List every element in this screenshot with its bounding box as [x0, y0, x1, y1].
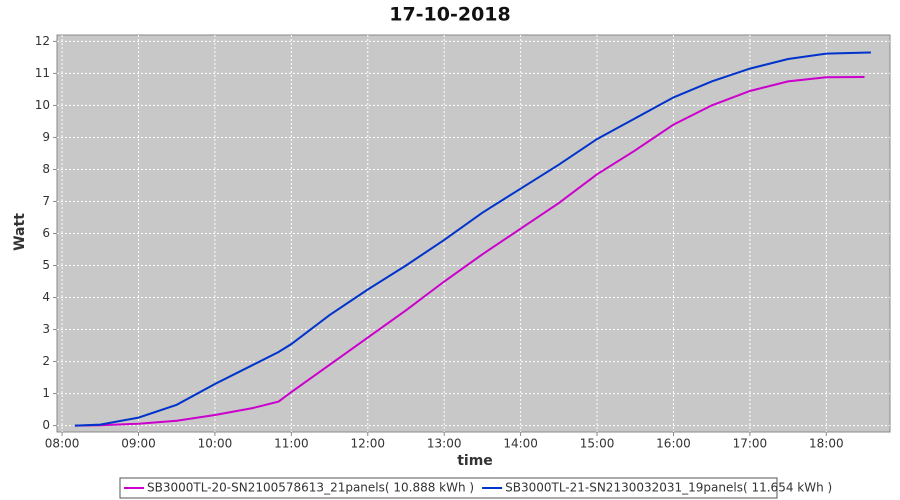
y-axis-label: Watt [12, 213, 28, 251]
x-tick-label: 09:00 [121, 437, 156, 451]
series-line [74, 51, 871, 427]
y-tick-label: 11 [35, 66, 50, 80]
y-tick-label: 6 [42, 226, 50, 240]
x-tick-label: 18:00 [809, 437, 844, 451]
x-tick-label: 14:00 [503, 437, 538, 451]
x-tick-label: 10:00 [198, 437, 233, 451]
series-line [74, 76, 865, 427]
x-axis-label: time [457, 453, 493, 469]
y-tick-label: 0 [42, 418, 50, 432]
y-tick-label: 4 [42, 290, 50, 304]
x-tick-label: 16:00 [656, 437, 691, 451]
y-tick-label: 8 [42, 162, 50, 176]
y-tick-label: 5 [42, 258, 50, 272]
y-tick-label: 7 [42, 194, 50, 208]
y-tick-label: 3 [42, 322, 50, 336]
legend-box [119, 477, 778, 499]
y-tick-label: 2 [42, 354, 50, 368]
y-tick-label: 12 [35, 34, 50, 48]
x-tick-label: 13:00 [427, 437, 462, 451]
y-tick-label: 10 [35, 98, 50, 112]
x-tick-label: 11:00 [274, 437, 309, 451]
x-tick-label: 17:00 [733, 437, 768, 451]
y-tick-label: 9 [42, 130, 50, 144]
legend-label: SB3000TL-21-SN2130032031_19panels( 11.65… [505, 481, 832, 495]
x-tick-label: 15:00 [580, 437, 615, 451]
y-tick-label: 1 [42, 386, 50, 400]
legend-label: SB3000TL-20-SN2100578613_21panels( 10.88… [147, 481, 474, 495]
chart-title: 17-10-2018 [389, 4, 511, 26]
x-tick-label: 08:00 [45, 437, 80, 451]
x-tick-label: 12:00 [350, 437, 385, 451]
